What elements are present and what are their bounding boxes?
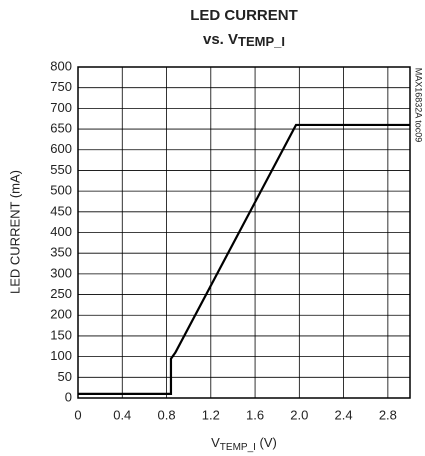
y-tick-label: 550 <box>50 162 72 177</box>
x-label-sub: TEMP_I <box>220 442 256 453</box>
data-line <box>78 123 410 395</box>
annotation: MAX16832A toc09 <box>414 68 424 143</box>
x-axis-label: VTEMP_I (V) <box>211 435 277 452</box>
x-tick-label: 1.6 <box>246 407 264 422</box>
y-tick-label: 300 <box>50 265 72 280</box>
x-tick-label: 2.0 <box>290 407 308 422</box>
x-tick-label: 0 <box>74 407 81 422</box>
y-tick-label: 350 <box>50 245 72 260</box>
y-tick-label: 650 <box>50 121 72 136</box>
x-tick-label: 0.8 <box>157 407 175 422</box>
y-axis-label: LED CURRENT (mA) <box>7 170 22 294</box>
x-tick-label: 2.4 <box>335 407 353 422</box>
x-label-main: V <box>211 435 220 450</box>
x-label-unit: (V) <box>256 435 277 450</box>
x-tick-label: 1.2 <box>202 407 220 422</box>
y-tick-label: 0 <box>65 389 72 404</box>
y-tick-label: 700 <box>50 100 72 115</box>
y-tick-label: 450 <box>50 203 72 218</box>
y-tick-label: 150 <box>50 327 72 342</box>
y-tick-label: 750 <box>50 79 72 94</box>
y-tick-label: 200 <box>50 307 72 322</box>
x-tick-label: 0.4 <box>113 407 131 422</box>
chart-subtitle: vs. VTEMP_I <box>203 31 285 49</box>
y-tick-label: 400 <box>50 224 72 239</box>
y-tick-label: 50 <box>58 369 72 384</box>
x-tick-label: 2.8 <box>379 407 397 422</box>
subtitle-sub: TEMP_I <box>238 34 285 49</box>
y-tick-label: 800 <box>50 58 72 73</box>
y-tick-label: 500 <box>50 183 72 198</box>
subtitle-main: vs. V <box>203 31 238 48</box>
y-tick-label: 600 <box>50 141 72 156</box>
y-tick-label: 100 <box>50 348 72 363</box>
chart-title: LED CURRENT <box>190 7 298 24</box>
y-tick-label: 250 <box>50 286 72 301</box>
